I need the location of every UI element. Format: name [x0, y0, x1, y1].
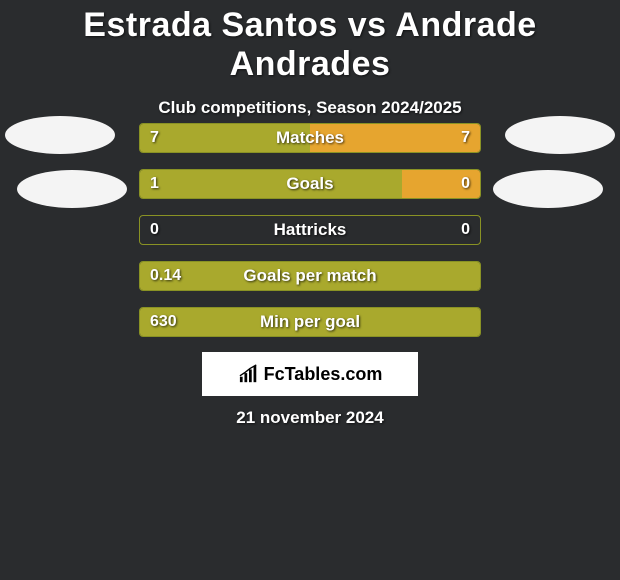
stat-row: 77Matches — [139, 123, 481, 153]
bar-chart-icon — [238, 364, 260, 384]
stat-row: 630Min per goal — [139, 307, 481, 337]
stat-label: Hattricks — [140, 216, 480, 244]
brand-badge: FcTables.com — [202, 352, 418, 396]
player-b-avatar-2 — [493, 170, 603, 208]
player-a-avatar-2 — [17, 170, 127, 208]
page-title: Estrada Santos vs Andrade Andrades — [0, 0, 620, 84]
page-subtitle: Club competitions, Season 2024/2025 — [0, 98, 620, 118]
stat-label: Matches — [140, 124, 480, 152]
brand-text: FcTables.com — [264, 364, 383, 385]
player-b-avatar-1 — [505, 116, 615, 154]
stat-label: Goals per match — [140, 262, 480, 290]
player-a-avatar-1 — [5, 116, 115, 154]
stat-row: 00Hattricks — [139, 215, 481, 245]
stat-label: Min per goal — [140, 308, 480, 336]
stat-label: Goals — [140, 170, 480, 198]
comparison-rows: 77Matches 10Goals 00Hattricks 0.14Goals per… — [139, 123, 481, 353]
stat-row: 0.14Goals per match — [139, 261, 481, 291]
stat-row: 10Goals — [139, 169, 481, 199]
date-text: 21 november 2024 — [0, 408, 620, 428]
